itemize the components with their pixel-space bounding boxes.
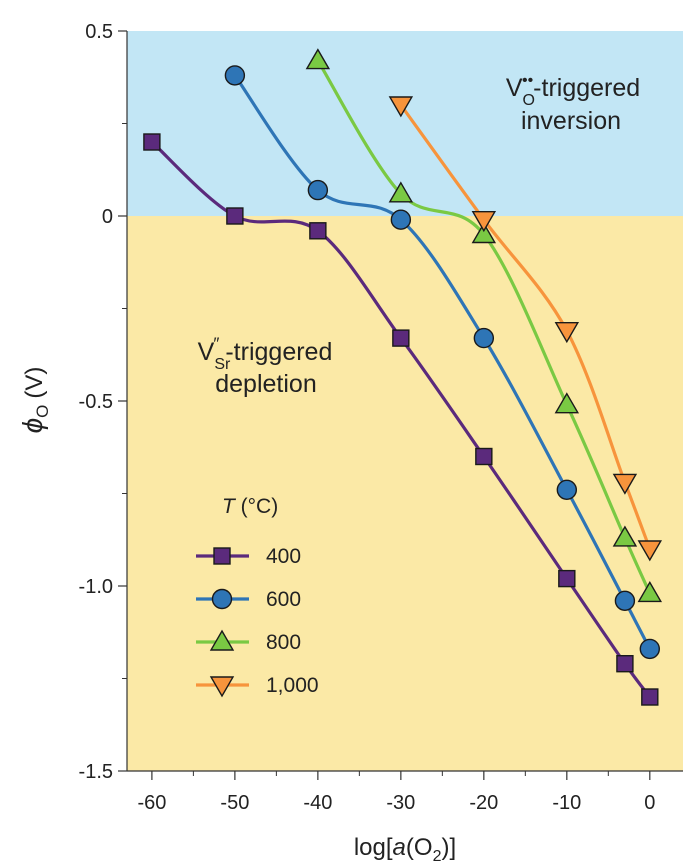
data-point-1000 [554, 322, 580, 344]
x-tick-label: 0 [644, 792, 655, 814]
data-point-800 [554, 392, 580, 414]
data-point-600 [390, 209, 412, 230]
data-point-400 [475, 447, 493, 466]
data-point-1000 [388, 96, 414, 118]
data-point-800 [305, 48, 331, 70]
y-tick-label: 0 [102, 206, 113, 228]
y-tick-label: -0.5 [79, 391, 113, 413]
data-point-400 [309, 222, 327, 240]
x-tick-label: -50 [220, 792, 249, 814]
legend-marker-600 [211, 588, 233, 610]
negative-region [127, 216, 683, 771]
x-tick-label: -60 [137, 792, 166, 814]
inversion-region-label: VO••-triggered [506, 72, 640, 109]
legend-marker-800 [209, 629, 235, 651]
data-point-600 [614, 590, 636, 611]
data-point-600 [639, 638, 661, 660]
data-point-800 [612, 525, 638, 547]
data-point-400 [558, 569, 576, 588]
data-point-1000 [612, 473, 638, 495]
positive-region [127, 31, 683, 216]
x-tick-label: -10 [552, 792, 581, 814]
data-point-800 [388, 181, 414, 203]
data-point-400 [392, 329, 410, 347]
depletion-region-label: VSr″ -triggered [198, 334, 333, 373]
data-point-400 [641, 688, 659, 706]
y-tick-label: -1.0 [79, 576, 113, 598]
data-point-800 [471, 222, 497, 244]
y-tick-label: 0.5 [85, 21, 113, 43]
data-point-400 [616, 655, 634, 673]
markers [143, 48, 663, 706]
series-line-400 [150, 140, 652, 699]
legend-label-400: 400 [266, 545, 301, 568]
x-tick-label: -30 [386, 792, 415, 814]
data-point-400 [226, 207, 244, 225]
y-axis-title: ϕO(V) [17, 367, 52, 434]
data-point-600 [556, 479, 578, 500]
legend-label-600: 600 [266, 588, 301, 611]
x-tick-label: -40 [303, 792, 332, 814]
data-point-600 [307, 179, 329, 201]
data-point-600 [473, 327, 495, 349]
depletion-region-label-line2: depletion [215, 370, 316, 398]
legend-marker-400 [213, 547, 231, 565]
legend-marker-1000 [209, 676, 235, 698]
data-point-600 [224, 65, 246, 86]
x-tick-label: -20 [469, 792, 498, 814]
x-axis-title: log[a(O2)] [354, 834, 456, 865]
legend-title: T (°C) [222, 495, 278, 518]
data-point-400 [143, 133, 161, 151]
y-tick-label: -1.5 [79, 761, 113, 783]
data-point-1000 [471, 210, 497, 233]
legend-label-800: 800 [266, 631, 301, 654]
legend-label-1000: 1,000 [266, 674, 319, 697]
background-regions [127, 31, 683, 771]
data-point-1000 [637, 540, 663, 562]
data-point-800 [637, 581, 663, 603]
inversion-region-label-line2: inversion [521, 107, 621, 135]
legend: T (°C) 400 600 800 1,000 [196, 495, 319, 698]
axes: 0.5 0 -0.5 -1.0 -1.5 -60 -50 -40 -30 -20 -10 0 [79, 21, 683, 814]
